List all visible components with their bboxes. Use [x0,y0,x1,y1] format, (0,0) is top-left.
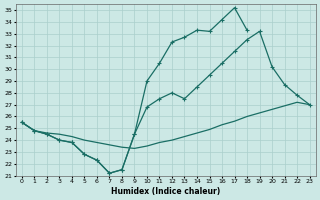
X-axis label: Humidex (Indice chaleur): Humidex (Indice chaleur) [111,187,220,196]
